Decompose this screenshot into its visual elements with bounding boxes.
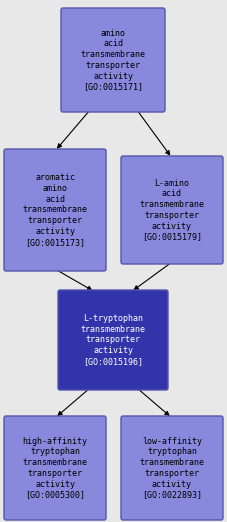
- FancyBboxPatch shape: [4, 149, 106, 271]
- Text: low-affinity
tryptophan
transmembrane
transporter
activity
[GO:0022893]: low-affinity tryptophan transmembrane tr…: [140, 436, 205, 500]
- FancyBboxPatch shape: [121, 156, 223, 264]
- Text: amino
acid
transmembrane
transporter
activity
[GO:0015171]: amino acid transmembrane transporter act…: [81, 29, 146, 91]
- FancyBboxPatch shape: [61, 8, 165, 112]
- FancyBboxPatch shape: [58, 290, 168, 390]
- Text: L-tryptophan
transmembrane
transporter
activity
[GO:0015196]: L-tryptophan transmembrane transporter a…: [81, 314, 146, 366]
- Text: L-amino
acid
transmembrane
transporter
activity
[GO:0015179]: L-amino acid transmembrane transporter a…: [140, 179, 205, 241]
- FancyBboxPatch shape: [4, 416, 106, 520]
- Text: aromatic
amino
acid
transmembrane
transporter
activity
[GO:0015173]: aromatic amino acid transmembrane transp…: [22, 173, 87, 247]
- Text: high-affinity
tryptophan
transmembrane
transporter
activity
[GO:0005300]: high-affinity tryptophan transmembrane t…: [22, 436, 87, 500]
- FancyBboxPatch shape: [121, 416, 223, 520]
